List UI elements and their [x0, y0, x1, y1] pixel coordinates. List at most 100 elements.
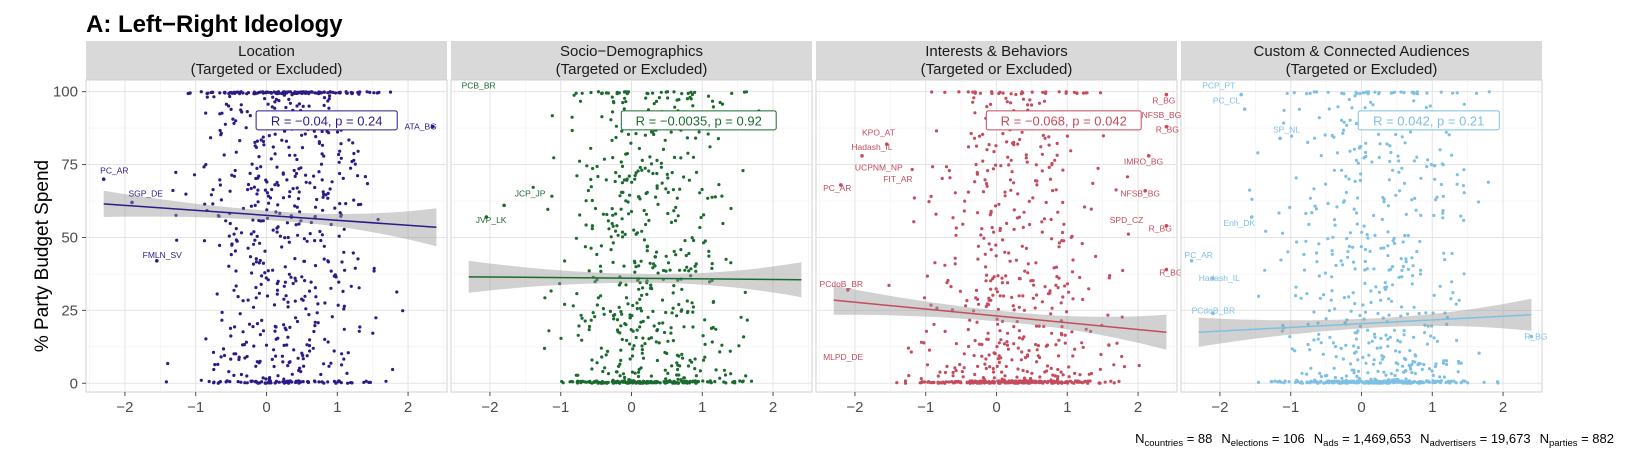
data-point [1474, 91, 1479, 95]
data-point [657, 96, 662, 100]
data-point [580, 338, 584, 342]
data-point [1390, 283, 1395, 287]
data-point [599, 244, 604, 248]
data-point [259, 165, 263, 169]
data-point [600, 355, 604, 359]
data-point [282, 323, 286, 327]
data-point [576, 333, 580, 337]
x-tick-label: −1 [552, 399, 569, 416]
data-point [945, 364, 949, 368]
data-point [246, 91, 251, 95]
data-point [278, 234, 282, 238]
data-point [994, 144, 998, 148]
data-point [338, 171, 342, 176]
data-point [1012, 308, 1016, 312]
data-point [575, 292, 579, 296]
data-point [1333, 375, 1337, 380]
data-point [1389, 372, 1393, 376]
data-point [322, 381, 326, 385]
data-point [1438, 284, 1442, 288]
data-point [962, 366, 966, 370]
data-point [337, 91, 341, 95]
data-point [1529, 334, 1534, 339]
data-point [1335, 151, 1340, 155]
data-point [234, 227, 238, 231]
data-point [1030, 90, 1034, 94]
data-point [1121, 268, 1125, 273]
data-point [1006, 281, 1010, 285]
data-point [966, 90, 970, 94]
data-point [1015, 216, 1020, 220]
data-point [686, 364, 691, 368]
data-point [638, 281, 642, 285]
data-point [232, 121, 236, 125]
gridlines [1181, 80, 1542, 392]
point-label: MLPD_DE [823, 352, 863, 362]
data-point [1423, 323, 1427, 327]
data-point [713, 195, 718, 199]
data-point [1014, 258, 1019, 262]
data-point [645, 379, 650, 384]
data-point [283, 326, 287, 330]
data-point [1000, 281, 1005, 285]
data-point [624, 199, 628, 203]
data-point [660, 181, 664, 185]
data-point [1039, 145, 1043, 149]
data-point [990, 90, 994, 94]
data-point [1327, 107, 1331, 111]
data-point [589, 90, 593, 95]
data-point [1352, 147, 1356, 151]
data-point [954, 226, 958, 230]
data-point [599, 269, 603, 273]
data-point [670, 311, 674, 315]
data-point [1430, 369, 1434, 373]
data-point [290, 372, 294, 376]
data-point [1332, 366, 1336, 370]
data-point [601, 212, 606, 216]
data-point [1357, 369, 1361, 373]
y-tick-label: 25 [61, 302, 78, 319]
data-point [694, 269, 698, 273]
data-point [1097, 381, 1101, 385]
data-point [384, 379, 388, 383]
data-point [1015, 375, 1019, 379]
data-point [1386, 253, 1390, 258]
data-point [235, 90, 239, 94]
data-point [1456, 370, 1460, 374]
data-point [1032, 283, 1036, 287]
data-point [698, 369, 703, 373]
data-point [589, 246, 593, 250]
data-point [230, 91, 234, 95]
data-point [685, 265, 689, 269]
point-label: R_BG [1159, 267, 1182, 277]
point-label: R_BG [1149, 224, 1172, 234]
data-point [1419, 213, 1423, 217]
data-point [239, 103, 243, 107]
data-point [307, 104, 311, 108]
data-point [685, 97, 690, 101]
data-point [656, 271, 660, 275]
data-point [1012, 181, 1016, 185]
data-point [1304, 239, 1308, 243]
data-point [604, 178, 608, 182]
data-point [241, 206, 245, 211]
data-point [1336, 105, 1340, 109]
data-point [1020, 350, 1024, 354]
data-point [550, 194, 554, 198]
data-point [290, 380, 294, 384]
data-point [353, 162, 357, 166]
data-point [984, 304, 988, 309]
data-point [1024, 246, 1028, 250]
x-tick-label: 0 [627, 399, 635, 416]
data-point [388, 90, 393, 94]
data-point [1308, 348, 1312, 352]
data-point [1408, 349, 1412, 353]
data-point [612, 317, 616, 321]
data-point [628, 357, 632, 361]
data-point [334, 275, 338, 279]
scatter-points [1189, 90, 1534, 385]
point-label: JVP_LK [476, 215, 507, 225]
data-point [1410, 362, 1414, 367]
data-point [724, 257, 728, 261]
correlation-box [620, 110, 777, 131]
